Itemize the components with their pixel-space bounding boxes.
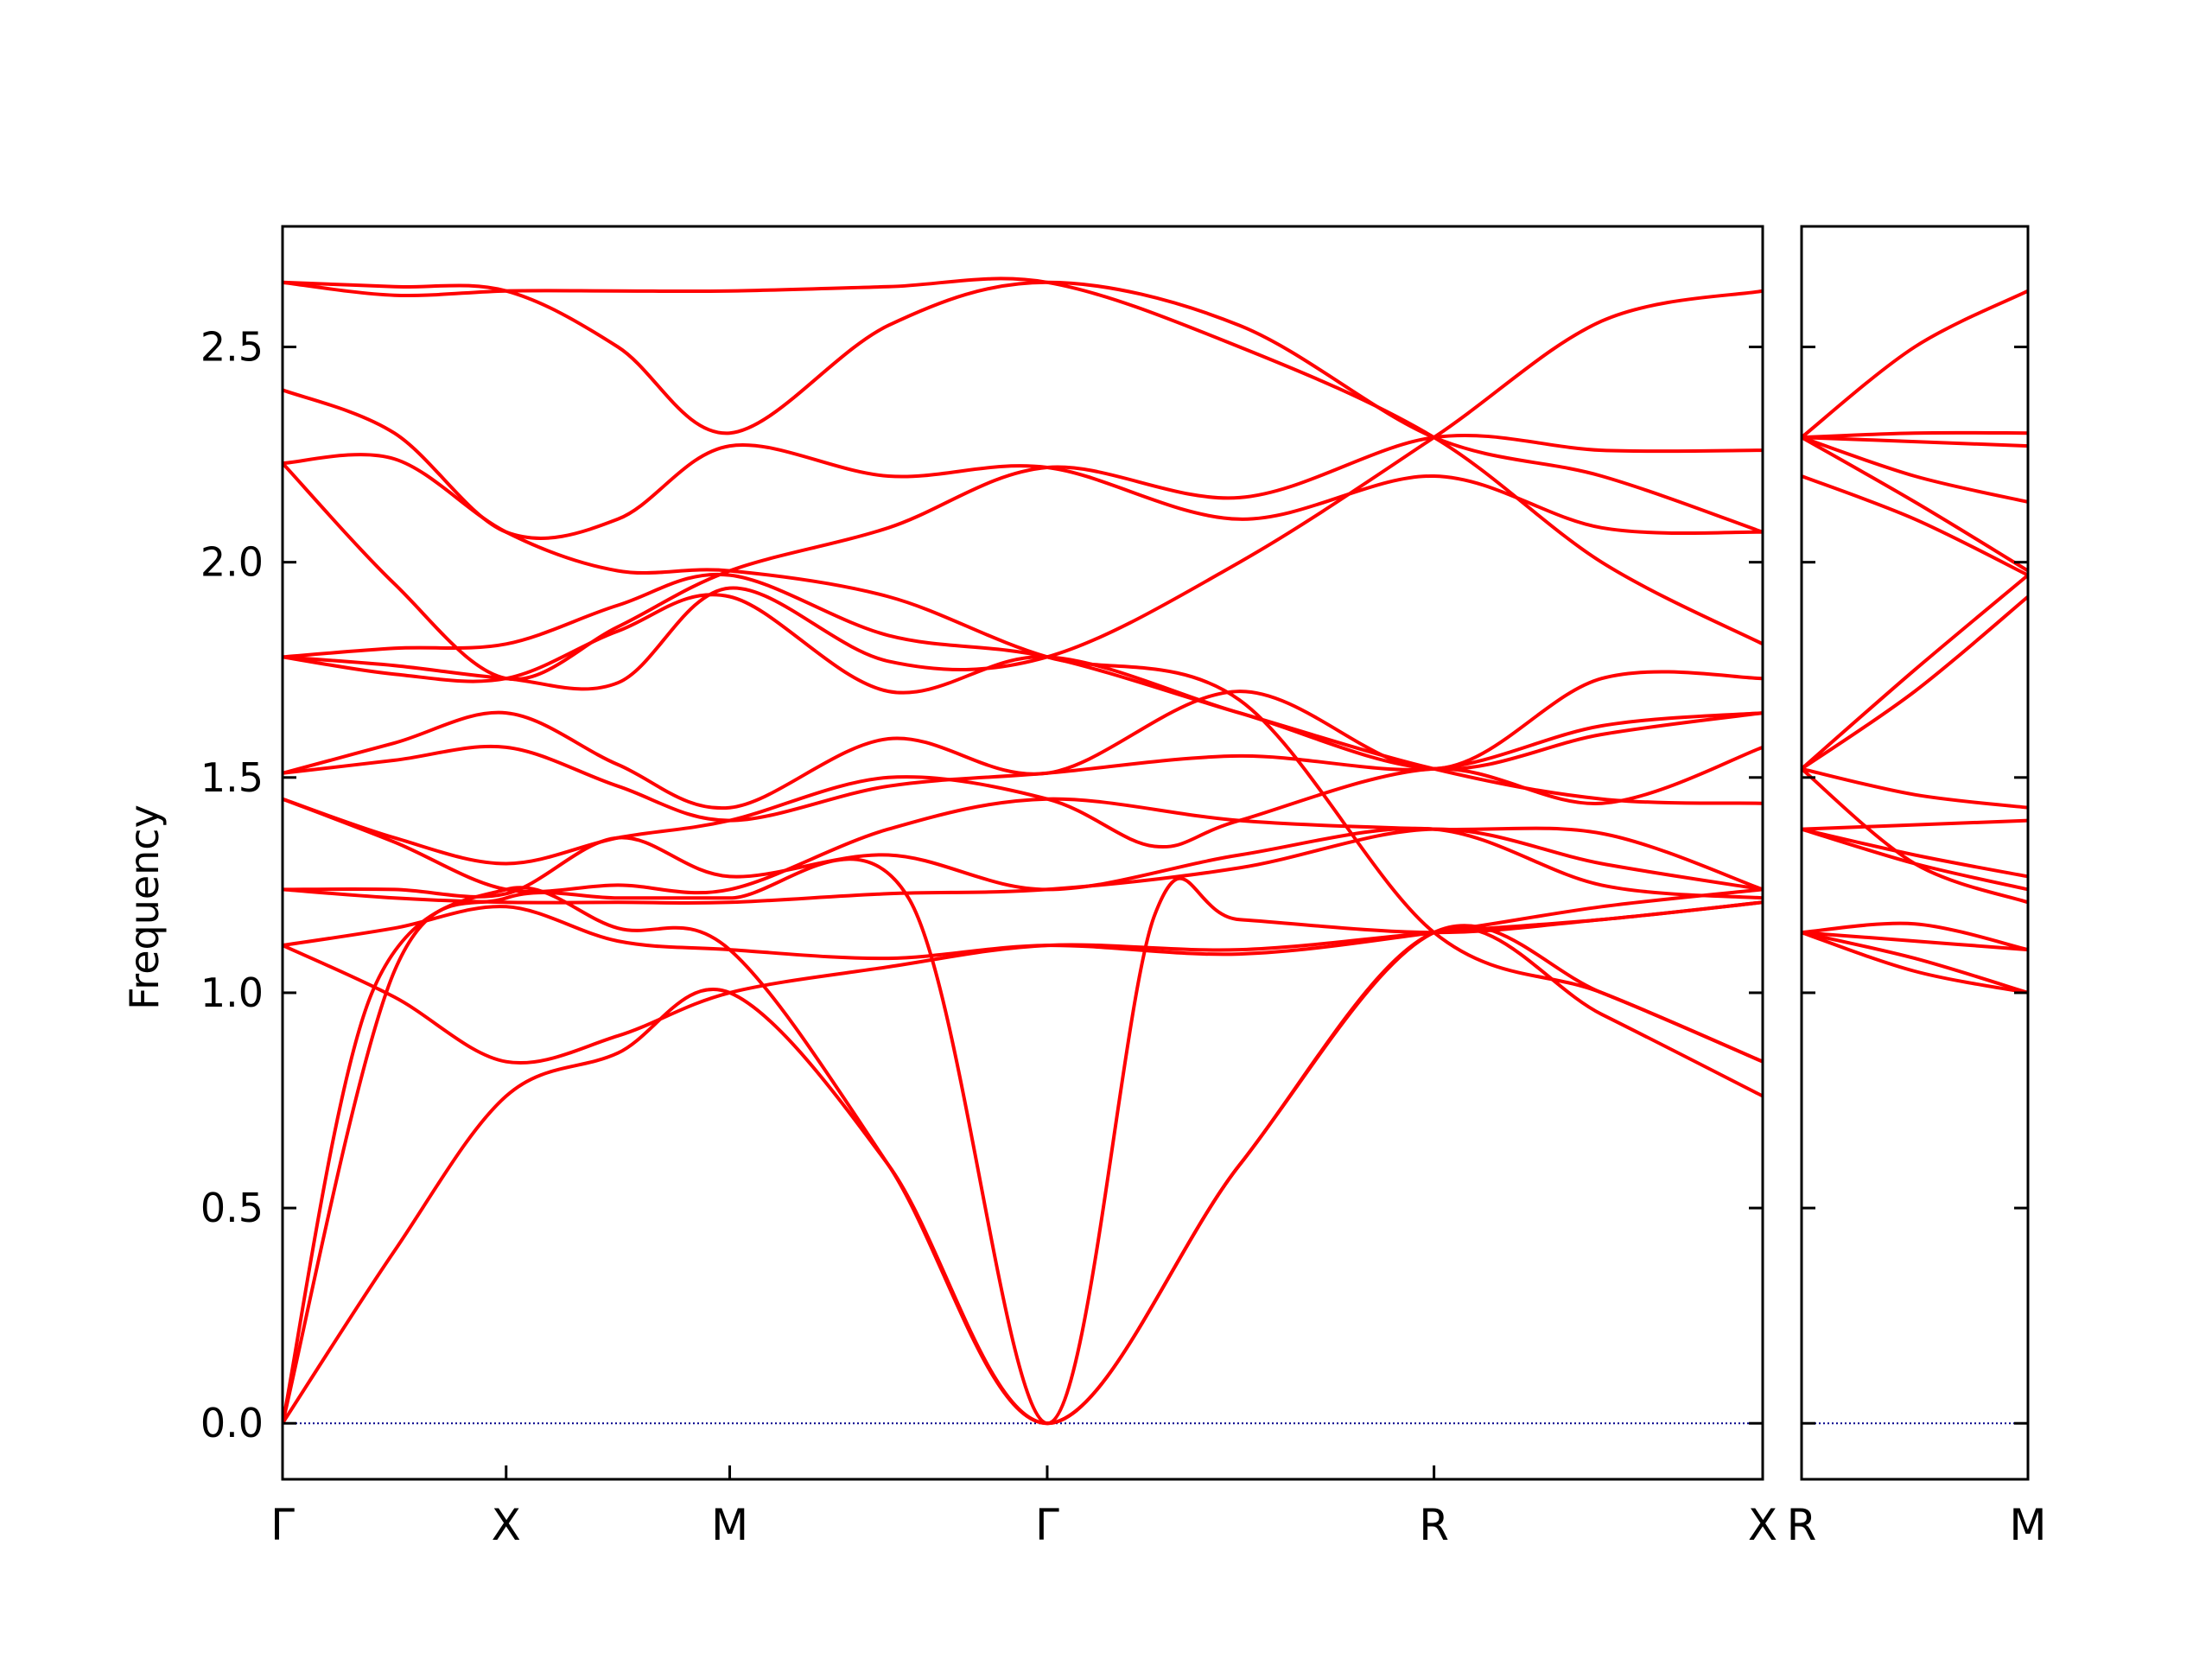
- band-line: [1802, 289, 2028, 440]
- band-line: [1802, 931, 2028, 995]
- band-line: [283, 900, 1763, 1065]
- high-symmetry-label: M: [711, 1500, 748, 1550]
- band-line: [283, 670, 1763, 810]
- y-axis-label: Frequency: [121, 804, 168, 1010]
- high-symmetry-label: R: [1787, 1500, 1817, 1550]
- band-line: [1802, 435, 2028, 448]
- high-symmetry-label: Γ: [270, 1500, 295, 1550]
- band-line: [283, 887, 1763, 961]
- band-line: [283, 289, 1763, 691]
- plot-frame: [281, 225, 1764, 1481]
- band-line: [283, 572, 1763, 772]
- y-tick-label: 0.0: [200, 1400, 264, 1446]
- band-line: [1802, 594, 2028, 771]
- band-line: [1802, 435, 2028, 504]
- high-symmetry-label: R: [1419, 1500, 1449, 1550]
- band-line: [1802, 921, 2028, 952]
- band-line: [283, 280, 1763, 534]
- band-line: [1802, 474, 2028, 577]
- y-tick-label: 1.5: [200, 754, 264, 801]
- band-line: [283, 711, 1763, 823]
- band-line: [283, 857, 1763, 1426]
- high-symmetry-label: X: [492, 1500, 521, 1550]
- band-line: [1802, 818, 2028, 831]
- band-line: [1802, 931, 2028, 995]
- high-symmetry-label: M: [2009, 1500, 2046, 1550]
- band-line: [1802, 931, 2028, 952]
- y-tick-label: 2.0: [200, 539, 264, 586]
- band-line: [283, 388, 1763, 540]
- band-line: [283, 433, 1763, 682]
- plot-frame: [1800, 225, 2030, 1481]
- band-line: [283, 925, 1763, 1426]
- y-tick-label: 0.5: [200, 1185, 264, 1231]
- band-group: [1802, 289, 2028, 995]
- y-tick-label: 1.0: [200, 969, 264, 1016]
- band-group: [283, 276, 1763, 1426]
- y-tick-label: 2.5: [200, 324, 264, 371]
- band-line: [1802, 435, 2028, 573]
- high-symmetry-label: Γ: [1035, 1500, 1059, 1550]
- band-line: [1802, 766, 2028, 905]
- band-line: [1802, 573, 2028, 771]
- band-line: [283, 797, 1763, 895]
- band-line: [283, 826, 1763, 900]
- band-line: [1802, 766, 2028, 810]
- band-line: [283, 745, 1763, 866]
- band-line: [283, 827, 1763, 906]
- band-line: [1802, 430, 2028, 440]
- high-symmetry-label: X: [1748, 1500, 1777, 1550]
- band-line: [283, 276, 1763, 646]
- band-line: [1802, 827, 2028, 879]
